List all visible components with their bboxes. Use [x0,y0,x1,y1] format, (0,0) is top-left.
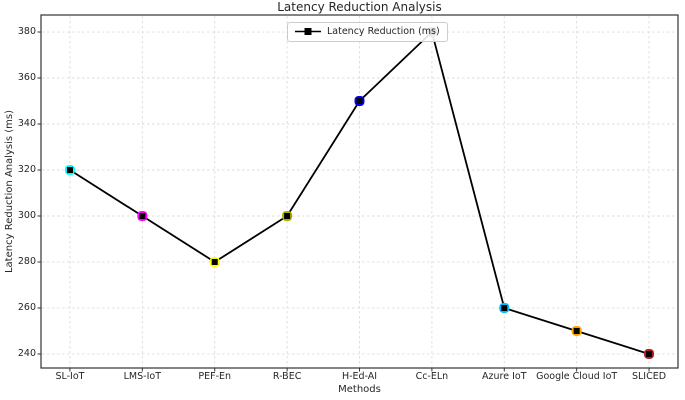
data-point-marker [211,258,218,265]
data-point-marker [356,98,363,105]
data-point-marker [573,327,580,334]
data-point-marker [284,212,291,219]
data-point-marker [501,304,508,311]
data-point-marker [646,350,653,357]
data-point-marker [139,212,146,219]
legend: Latency Reduction (ms) [287,22,448,42]
y-axis-label: Latency Reduction Analysis (ms) [4,110,15,274]
legend-label: Latency Reduction (ms) [327,26,440,37]
data-point-marker [66,166,73,173]
legend-line-marker-icon [295,28,321,35]
chart-title: Latency Reduction Analysis [277,0,442,14]
x-axis-label: Methods [338,384,381,395]
